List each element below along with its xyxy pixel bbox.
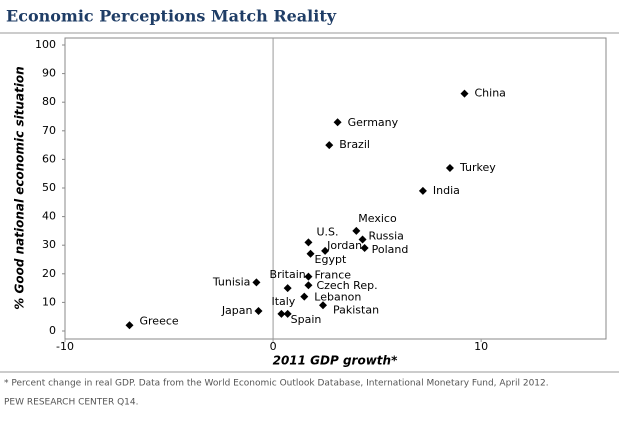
point-label: India [433,184,460,197]
point-label: Italy [271,295,295,308]
point [306,249,315,258]
point [445,163,454,172]
point-label: U.S. [316,225,338,238]
point-label: Pakistan [333,303,379,316]
point [418,186,427,195]
point [333,118,342,127]
point [352,226,361,235]
point-label: Spain [291,313,322,326]
x-tick-label: 10 [474,340,488,353]
y-tick-label: 100 [35,38,56,51]
point-label: Mexico [358,212,397,225]
point [321,246,330,255]
point-label: Germany [348,116,399,129]
point [325,141,334,150]
y-tick-label: 90 [42,67,56,80]
point-label: Jordan [326,239,362,252]
y-tick-label: 80 [42,95,56,108]
point-label: France [314,269,351,282]
x-tick-label: -10 [56,340,74,353]
point [304,238,313,247]
point-label: Brazil [339,138,370,151]
point [304,281,313,290]
point [283,309,292,318]
point [300,292,309,301]
y-tick-label: 60 [42,152,56,165]
point-label: Japan [221,304,253,317]
point-label: China [475,87,506,100]
point [254,306,263,315]
y-axis-label: % Good national economic situation [13,66,27,309]
point [283,284,292,293]
chart-title: Economic Perceptions Match Reality [6,7,337,26]
point-label: Poland [372,243,409,256]
point-label: Greece [140,314,179,327]
y-tick-label: 10 [42,295,56,308]
x-tick-label: 0 [270,340,277,353]
y-tick-label: 50 [42,181,56,194]
y-tick-label: 20 [42,267,56,280]
point [358,235,367,244]
point [460,89,469,98]
y-tick-label: 0 [49,324,56,337]
point-label: Tunisia [212,275,251,288]
point [304,272,313,281]
y-tick-label: 30 [42,238,56,251]
point-label: Lebanon [314,291,361,304]
point [360,244,369,253]
y-tick-label: 70 [42,124,56,137]
point [319,301,328,310]
point-label: Britain [270,268,306,281]
x-axis-label: 2011 GDP growth* [273,354,398,368]
y-tick-label: 40 [42,210,56,223]
point-label: Czech Rep. [316,279,377,292]
footnote: * Percent change in real GDP. Data from … [4,379,549,389]
point-label: Turkey [459,161,496,174]
point-label: Egypt [315,253,347,266]
point-label: Russia [369,229,404,242]
point [252,278,261,287]
point [277,309,286,318]
source: PEW RESEARCH CENTER Q14. [4,398,139,408]
point [125,321,134,330]
